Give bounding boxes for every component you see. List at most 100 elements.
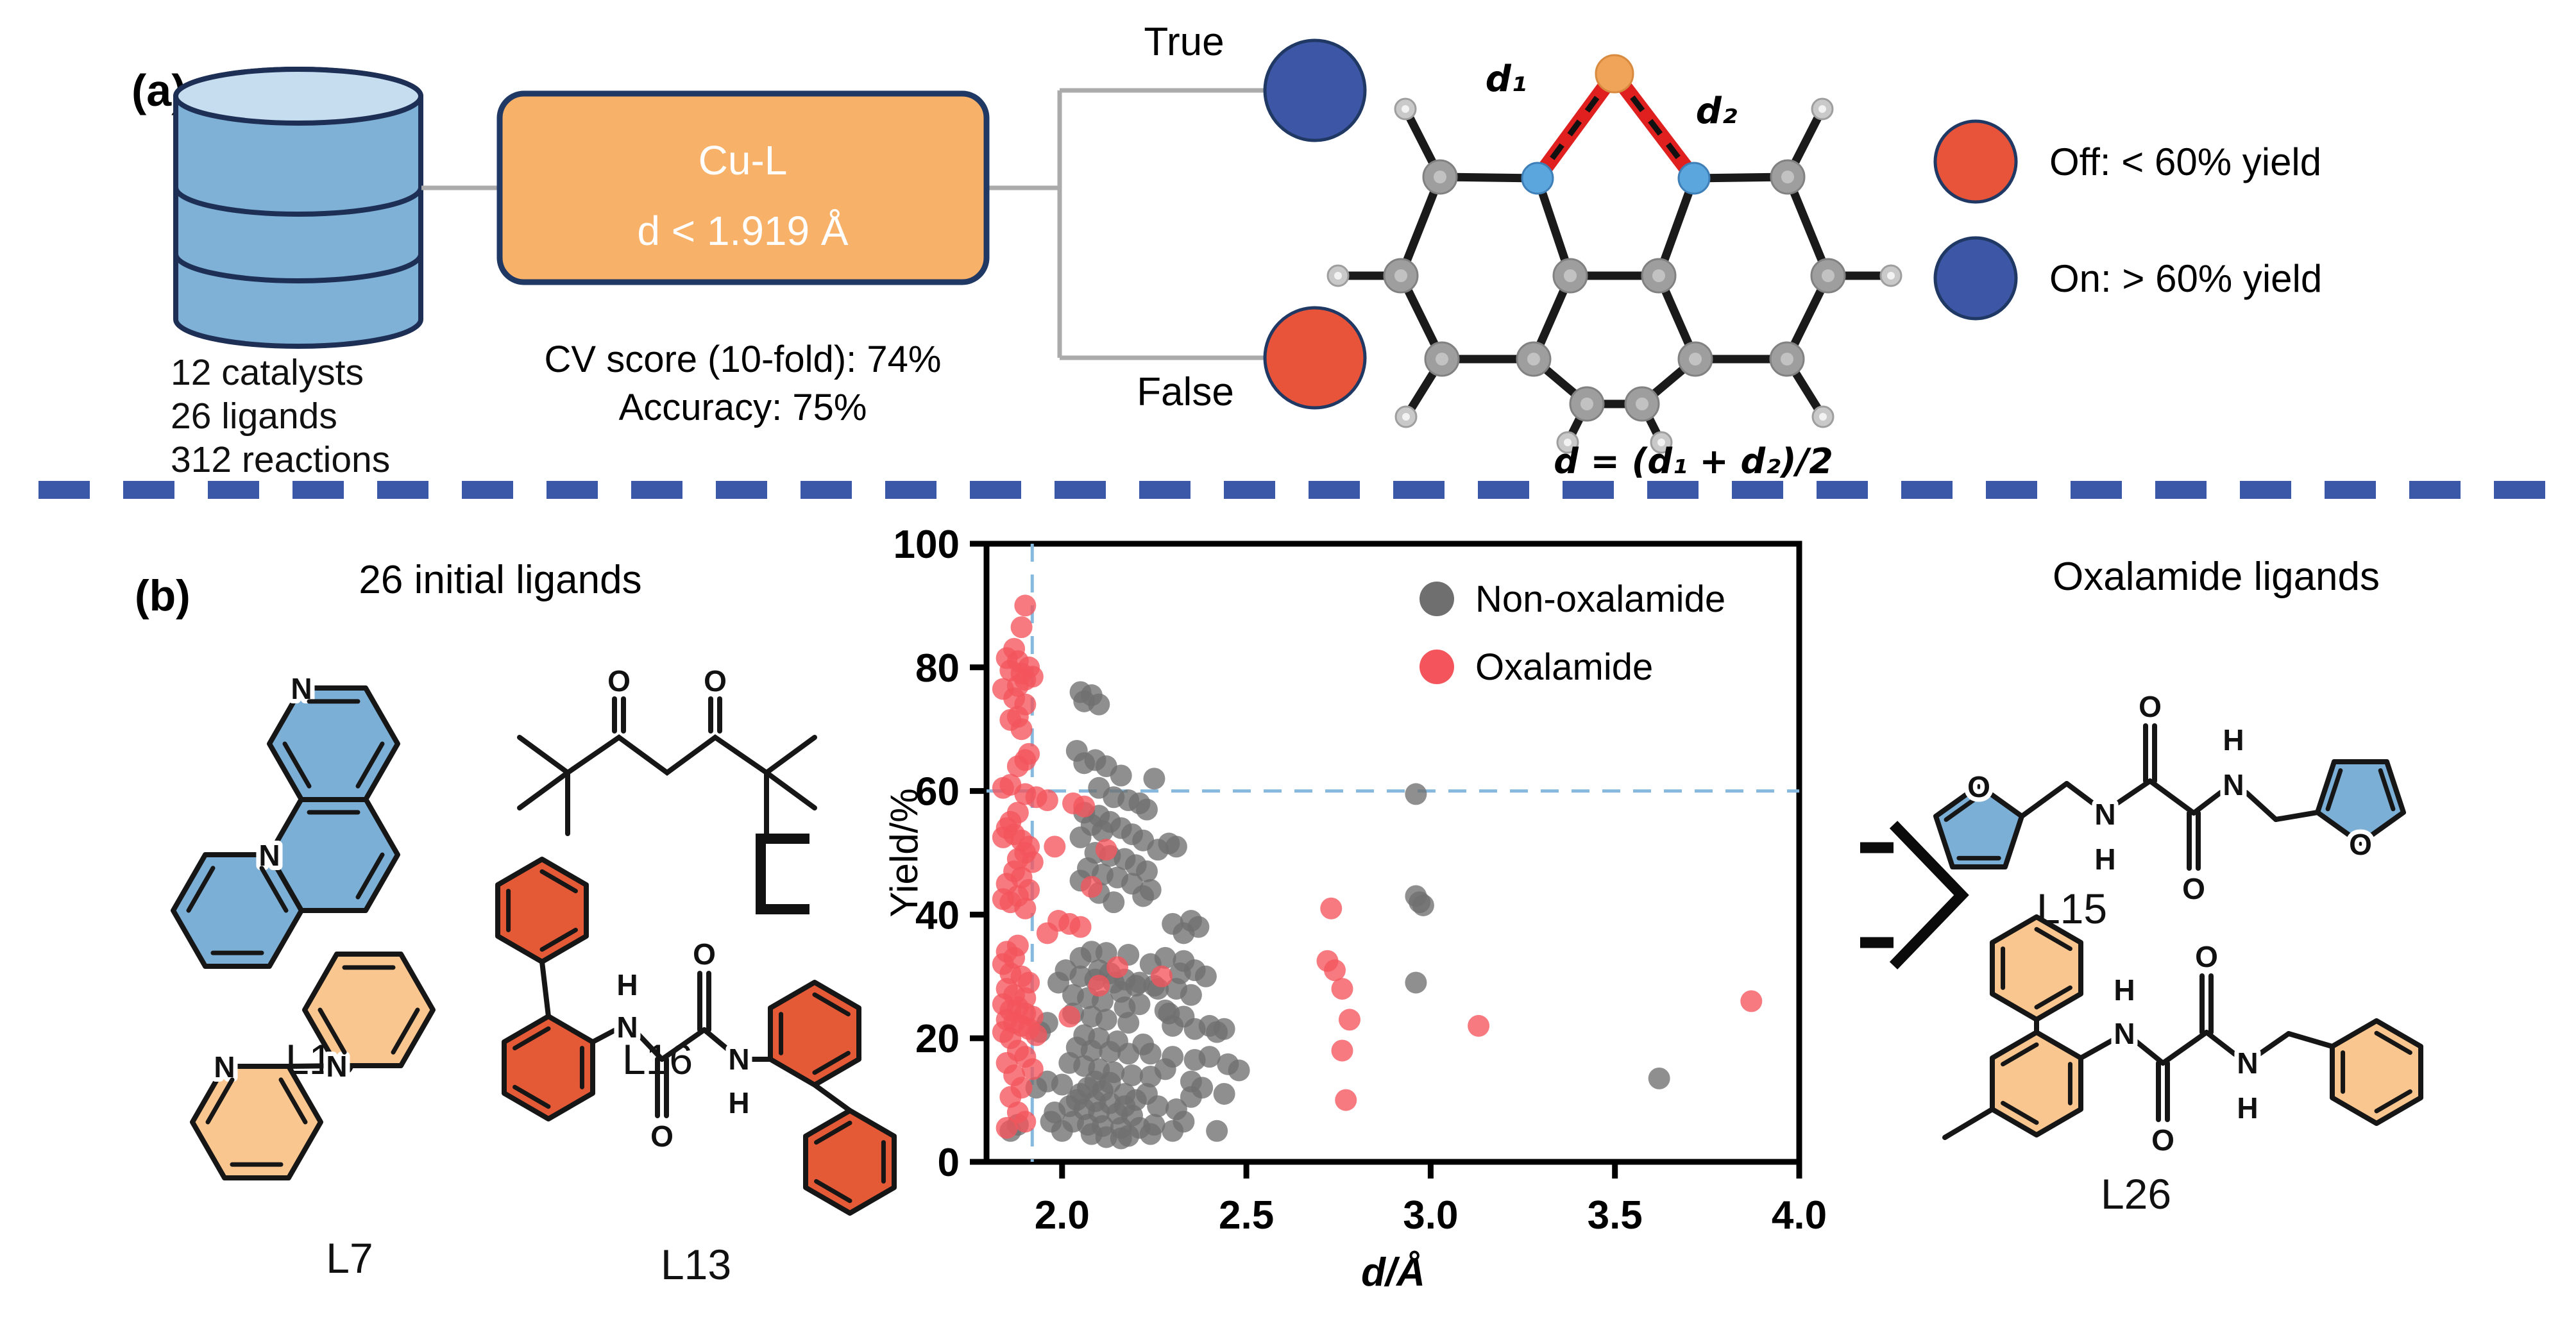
decision-node-title: Cu-L [699,137,788,183]
scatter-point [992,826,1014,848]
ligand-structure-L16: O O [517,660,817,836]
ligand-label-L26: L26 [2101,1170,2171,1218]
scatter-point [1147,1095,1169,1118]
scatter-point [1335,1089,1357,1111]
scatter-point [1099,1041,1121,1063]
scatter-point [1150,965,1173,987]
database-caption-line3: 312 reactions [171,439,390,480]
L7-N-label-right: N [326,1050,347,1083]
scatter-point [1069,916,1092,938]
scatter-point [1010,718,1033,741]
scatter-point [1206,1120,1228,1142]
scatter-point [1088,975,1110,997]
L26-O-bottom: O [2151,1123,2174,1157]
L15-H-right: H [2223,723,2244,757]
L13-O-label-top: O [693,937,716,971]
scatter-point [1047,971,1070,994]
nitrogen-atom-right [1677,162,1711,195]
scatter-point [1069,826,1092,848]
scatter-point [1036,789,1058,812]
yield-legend: Off: < 60% yield On: > 60% yield [1933,119,2322,321]
plot-frame [983,541,1802,1165]
scatter-point [1147,839,1169,861]
result-arrow-icon [1860,821,1969,969]
d2-label: d₂ [1696,90,1738,132]
scatter-point [1135,860,1158,882]
ligand-structure-L13: N H O O N H [495,857,897,1216]
database-caption-line1: 12 catalysts [171,352,364,393]
scatter-point [1139,1065,1162,1087]
scatter-point [1165,835,1187,858]
scatter-point [1183,1018,1206,1040]
scatter-point [1331,978,1353,1000]
false-outcome-circle [1263,306,1367,410]
scatter-point [1006,755,1029,778]
true-outcome-circle [1263,38,1367,142]
L15-H-left: H [2094,843,2115,876]
L16-O-label-1: O [607,664,631,698]
L7-N-label-left: N [214,1050,235,1084]
carbon-atoms [1383,159,1846,422]
scatter-point [1044,835,1066,858]
ligand-structure-L7: N N [190,952,436,1180]
off-legend-circle [1933,119,2018,204]
L13-O-label-bottom: O [650,1120,674,1153]
plot-dynamic-layer: 2.0 2.5 3.0 3.5 4.0 0 20 40 60 80 100 [894,523,1827,1238]
oxalamide-ligands-title: Oxalamide ligands [2053,555,2380,599]
copper-atom [1595,54,1634,94]
L13-N-label-right: N [728,1043,749,1076]
legend-dot-non-oxalamide [1419,582,1454,616]
scatter-point [1021,851,1044,873]
L15-O-top: O [2139,690,2162,723]
scatter-point [1139,1043,1162,1065]
d-formula: d = (d₁ + d₂)/2 [1554,441,1833,482]
scatter-point [1110,764,1132,787]
scatter-point [1331,1039,1353,1062]
L26-H-right: H [2237,1091,2258,1125]
ligand-structure-L10: N N [171,667,400,969]
scatter-point [1180,984,1202,1006]
x-tick-label: 4.0 [1772,1193,1827,1238]
scatter-point [996,1116,1018,1139]
L13-N-label-left: N [616,1011,638,1044]
scatter-point [1117,1012,1140,1034]
true-branch-label: True [1144,20,1224,64]
false-branch-label: False [1137,370,1234,414]
scatter-point [1468,1014,1490,1037]
scatter-point [1648,1067,1670,1089]
scatter-point [1103,891,1125,914]
scatter-point [1412,894,1434,916]
scatter-point [1183,1048,1206,1071]
L26-O-top: O [2195,940,2218,973]
branch-lines [987,88,1265,360]
hydrogen-atoms [1326,97,1902,454]
cv-score-text: CV score (10-fold): 74% [545,339,942,380]
d1-label: d₁ [1486,58,1527,100]
scatter-point [1051,1120,1073,1142]
molecule-diagram: d₁ d₂ d = (d₁ + d₂)/2 [1326,54,1902,482]
L26-H-left: H [2114,973,2135,1007]
scatter-point [1194,965,1217,987]
scatter-point [1324,959,1346,982]
scatter-point [1051,1073,1073,1096]
scatter-point [1021,1058,1044,1080]
L15-N-left: N [2094,798,2115,831]
nitrogen-atom-left [1521,162,1554,195]
scatter-point [1014,594,1037,617]
ligand-label-L7: L7 [326,1234,373,1282]
y-tick-label: 20 [915,1017,960,1061]
L15-O-furan-left: O [1967,770,1990,803]
y-tick-label: 60 [915,770,960,814]
database-icon [173,67,423,349]
y-tick-label: 40 [915,893,960,937]
y-tick-label: 100 [894,523,960,567]
plot-legend: Non-oxalamide Oxalamide [1419,578,1725,688]
database-caption-line2: 26 ligands [171,396,337,437]
panel-b-label: (b) [135,571,191,620]
bracket-icon [756,834,809,914]
decision-node: Cu-L d < 1.919 Å [496,90,990,285]
L26-N-left: N [2114,1017,2135,1050]
L13-H-label-right: H [728,1086,749,1120]
initial-ligands-title: 26 initial ligands [359,558,641,602]
